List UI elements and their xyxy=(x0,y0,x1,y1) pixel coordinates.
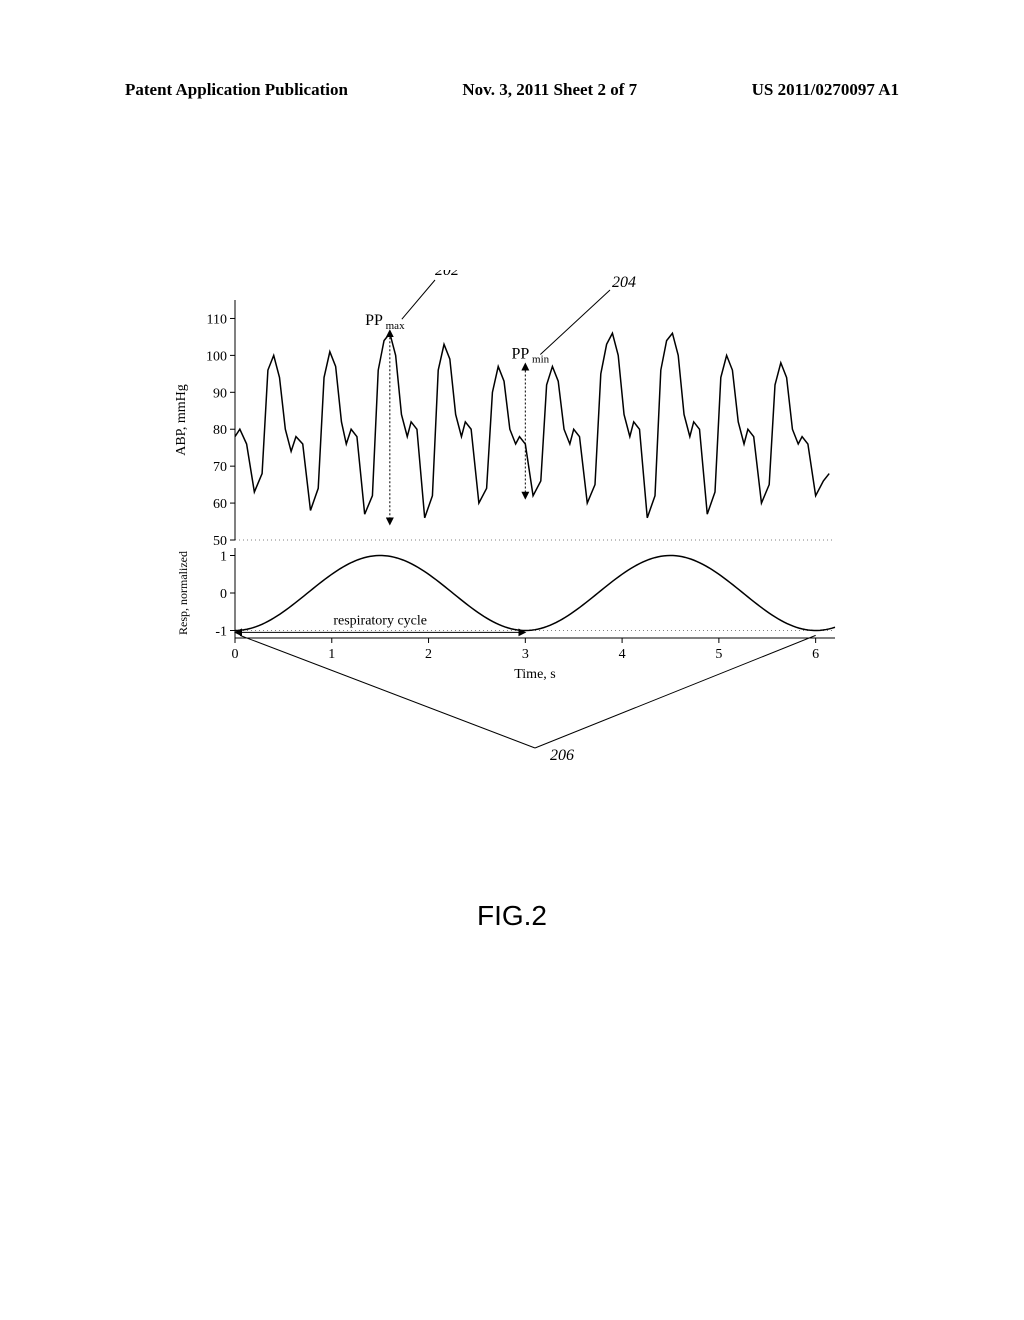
svg-text:4: 4 xyxy=(619,647,626,662)
svg-text:1: 1 xyxy=(328,647,335,662)
svg-text:202: 202 xyxy=(435,270,459,279)
chart-svg: 5060708090100110ABP, mmHgPP maxPP min202… xyxy=(155,270,855,790)
svg-text:60: 60 xyxy=(213,497,227,512)
svg-text:2: 2 xyxy=(425,647,432,662)
header-left: Patent Application Publication xyxy=(125,80,348,100)
svg-text:PP max: PP max xyxy=(365,312,405,332)
header-center: Nov. 3, 2011 Sheet 2 of 7 xyxy=(462,80,637,100)
patent-header: Patent Application Publication Nov. 3, 2… xyxy=(0,80,1024,100)
svg-text:-1: -1 xyxy=(215,625,227,640)
svg-text:204: 204 xyxy=(612,274,636,291)
svg-text:70: 70 xyxy=(213,460,227,475)
svg-text:1: 1 xyxy=(220,550,227,565)
svg-text:110: 110 xyxy=(207,312,227,327)
svg-text:90: 90 xyxy=(213,386,227,401)
svg-text:206: 206 xyxy=(550,747,574,764)
header-right: US 2011/0270097 A1 xyxy=(752,80,899,100)
svg-text:respiratory cycle: respiratory cycle xyxy=(333,613,427,628)
svg-text:PP min: PP min xyxy=(511,345,549,365)
svg-text:3: 3 xyxy=(522,647,529,662)
svg-text:50: 50 xyxy=(213,534,227,549)
svg-text:Resp, normalized: Resp, normalized xyxy=(176,551,190,635)
figure-2: 5060708090100110ABP, mmHgPP maxPP min202… xyxy=(155,270,855,770)
figure-label: FIG.2 xyxy=(0,900,1024,932)
svg-text:ABP, mmHg: ABP, mmHg xyxy=(174,384,189,456)
svg-text:5: 5 xyxy=(715,647,722,662)
svg-text:100: 100 xyxy=(206,349,227,364)
svg-text:0: 0 xyxy=(232,647,239,662)
svg-text:Time, s: Time, s xyxy=(514,667,556,682)
svg-text:80: 80 xyxy=(213,423,227,438)
svg-text:0: 0 xyxy=(220,587,227,602)
svg-text:6: 6 xyxy=(812,647,819,662)
